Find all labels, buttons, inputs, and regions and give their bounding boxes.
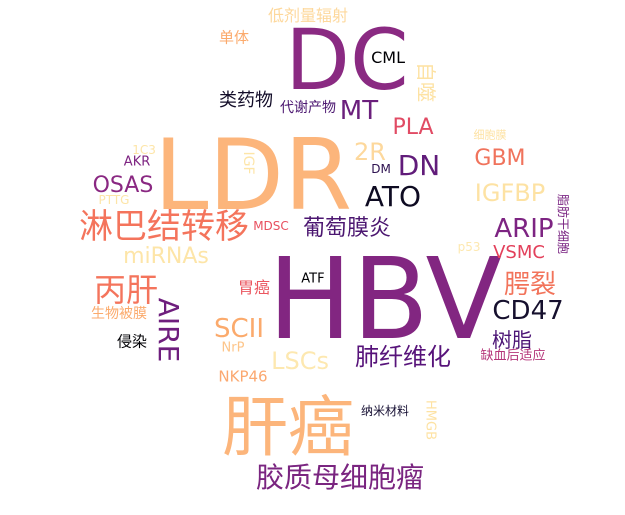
word-mdsc: MDSC: [253, 219, 289, 233]
word-ato: ATO: [364, 180, 422, 213]
word-autophagy: 自噬: [414, 62, 438, 102]
word-metabolites: 代谢产物: [280, 100, 336, 116]
word-mirnas: miRNAs: [123, 244, 209, 269]
word-gbm: GBM: [474, 146, 526, 171]
word-cell-membrane: 细胞膜: [473, 128, 507, 142]
word-cml: CML: [371, 48, 405, 67]
word-lymph-node-metastasis: 淋巴结转移: [79, 207, 249, 247]
word-mt: MT: [339, 96, 379, 126]
word-nanomaterials: 纳米材料: [361, 404, 410, 418]
word-2r: 2R: [354, 138, 386, 166]
word-adipose-stem-cells: 脂肪干细胞: [556, 193, 571, 255]
word-infection: 侵染: [117, 332, 148, 351]
word-scii: SCII: [214, 314, 264, 344]
word-nkp46: NKP46: [218, 367, 268, 386]
word-pulmonary-fibrosis: 肺纤维化: [355, 343, 451, 371]
word-arip: ARIP: [494, 214, 554, 244]
word-uveitis: 葡萄膜炎: [303, 216, 392, 241]
word-low-dose-radiation: 低剂量辐射: [268, 6, 349, 25]
word-p53: p53: [457, 240, 481, 254]
word-lscs: LSCs: [271, 347, 329, 375]
word-ischemic-postconditioning: 缺血后适应: [480, 348, 546, 364]
word-igf: IGF: [240, 151, 257, 175]
word-ldr: LDR: [153, 119, 353, 233]
word-vsmc: VSMC: [493, 242, 545, 263]
word-1c3: 1C3: [132, 143, 156, 157]
word-dm: DM: [371, 162, 391, 176]
word-atf: ATF: [301, 271, 325, 287]
word-resin: 树脂: [492, 328, 532, 352]
word-monomer: 单体: [219, 28, 250, 47]
word-pla: PLA: [392, 115, 434, 140]
word-pttg: PTTG: [98, 193, 130, 207]
word-aire: AIRE: [151, 297, 185, 363]
word-glioblastoma: 胶质母细胞瘤: [256, 461, 425, 494]
word-akr: AKR: [123, 154, 151, 170]
word-hepatitis-c: 丙肝: [94, 271, 159, 309]
word-liver-cancer: 肝癌: [222, 389, 354, 466]
word-cleft-palate: 腭裂: [504, 270, 557, 300]
word-igfbp: IGFBP: [474, 179, 546, 207]
word-dc: DC: [285, 11, 409, 109]
word-dn: DN: [397, 149, 441, 182]
word-hmgb: HMGB: [422, 400, 438, 440]
word-biofilm: 生物被膜: [91, 306, 147, 322]
word-hbv: HBV: [267, 235, 503, 365]
word-drug-like: 类药物: [219, 90, 273, 111]
word-cd47: CD47: [492, 296, 564, 326]
word-osas: OSAS: [92, 173, 154, 198]
word-nrp: NrP: [221, 340, 245, 356]
word-gastric-cancer: 胃癌: [238, 278, 271, 297]
